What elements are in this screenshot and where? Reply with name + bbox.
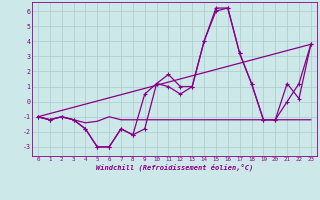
X-axis label: Windchill (Refroidissement éolien,°C): Windchill (Refroidissement éolien,°C) <box>96 164 253 171</box>
